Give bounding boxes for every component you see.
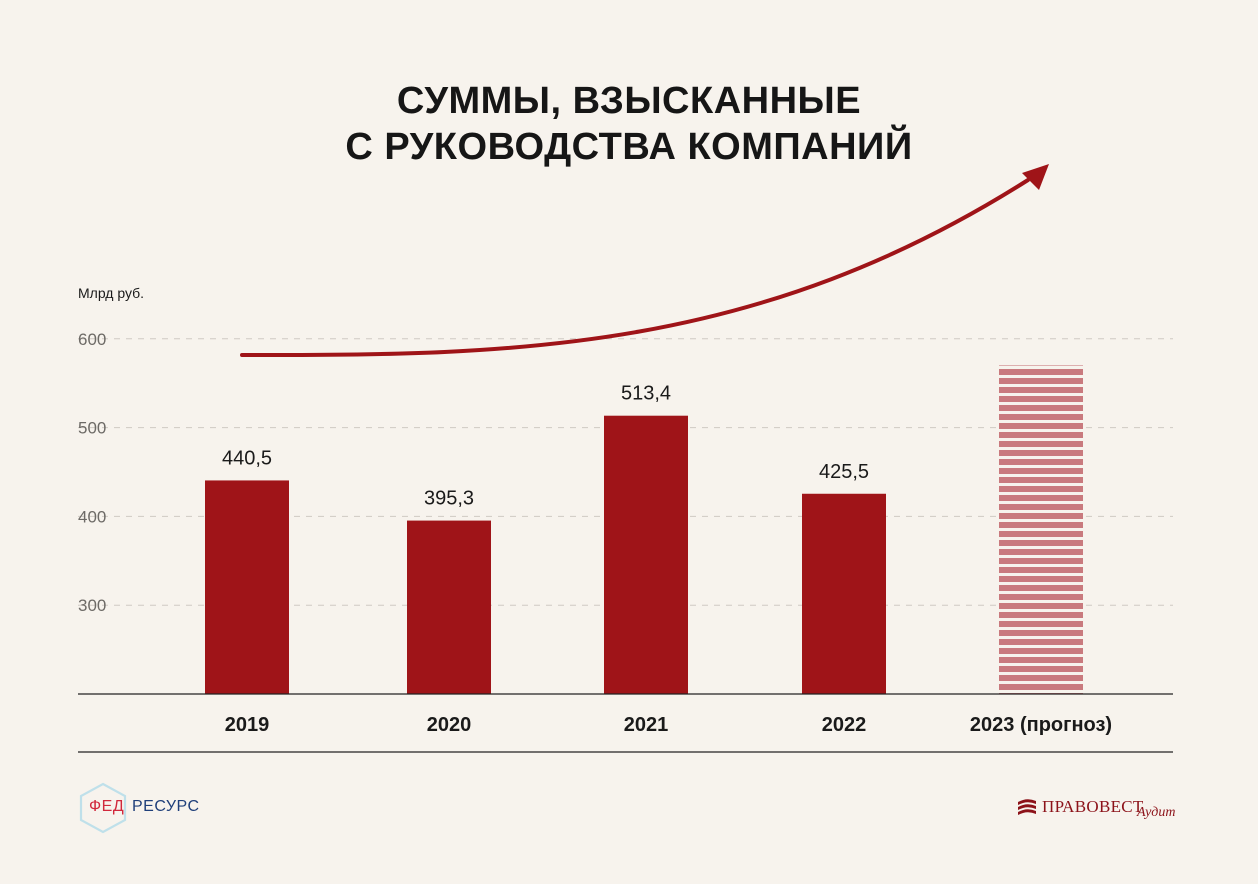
x-tick-label-2022: 2022 bbox=[822, 714, 867, 736]
x-tick-label-2021: 2021 bbox=[624, 714, 669, 736]
x-tick-labels: 2019 2020 2021 2022 2023 (прогноз) bbox=[225, 714, 1112, 736]
bar-2020 bbox=[407, 520, 491, 694]
y-tick-label-600: 600 bbox=[78, 330, 106, 349]
chart-title: СУММЫ, ВЗЫСКАННЫЕ С РУКОВОДСТВА КОМПАНИЙ bbox=[0, 78, 1258, 170]
x-tick-label-2023: 2023 (прогноз) bbox=[970, 714, 1112, 736]
bar-2022 bbox=[802, 493, 886, 694]
bar-2019 bbox=[205, 480, 289, 694]
pravovest-logo: ПРАВОВЕСТ Аудит bbox=[1016, 794, 1186, 824]
y-axis-unit-label: Млрд руб. bbox=[78, 285, 144, 301]
x-tick-label-2020: 2020 bbox=[427, 714, 472, 736]
y-tick-label-400: 400 bbox=[78, 507, 106, 526]
fedresurs-logo: ФЕД РЕСУРС bbox=[78, 782, 258, 834]
trend-arrow bbox=[240, 164, 1049, 358]
pravovest-logo-main: ПРАВОВЕСТ bbox=[1042, 797, 1144, 816]
fedresurs-logo-part2: РЕСУРС bbox=[132, 798, 200, 815]
y-tick-label-300: 300 bbox=[78, 596, 106, 615]
value-label-2022: 425,5 bbox=[819, 461, 869, 483]
y-tick-labels: 300 400 500 600 bbox=[78, 330, 106, 615]
trend-arrow-head bbox=[1022, 164, 1049, 190]
chart-title-line-1: СУММЫ, ВЗЫСКАННЫЕ bbox=[396, 80, 862, 122]
x-tick-label-2019: 2019 bbox=[225, 714, 270, 736]
bar-2023 bbox=[999, 365, 1083, 694]
bar-2021 bbox=[604, 415, 688, 694]
y-tick-label-500: 500 bbox=[78, 419, 106, 438]
hexagon-icon bbox=[79, 782, 127, 834]
value-label-2021: 513,4 bbox=[621, 383, 671, 405]
bars bbox=[205, 365, 1083, 694]
fedresurs-logo-part1: ФЕД bbox=[89, 798, 125, 815]
pravovest-logo-italic: Аудит bbox=[1137, 805, 1176, 820]
value-label-2020: 395,3 bbox=[424, 488, 474, 510]
chart-title-line-2: С РУКОВОДСТВА КОМПАНИЙ bbox=[345, 126, 913, 168]
value-label-2019: 440,5 bbox=[222, 447, 272, 469]
pravovest-mark-icon bbox=[1018, 799, 1036, 815]
value-labels: 440,5 395,3 513,4 425,5 bbox=[222, 383, 869, 510]
